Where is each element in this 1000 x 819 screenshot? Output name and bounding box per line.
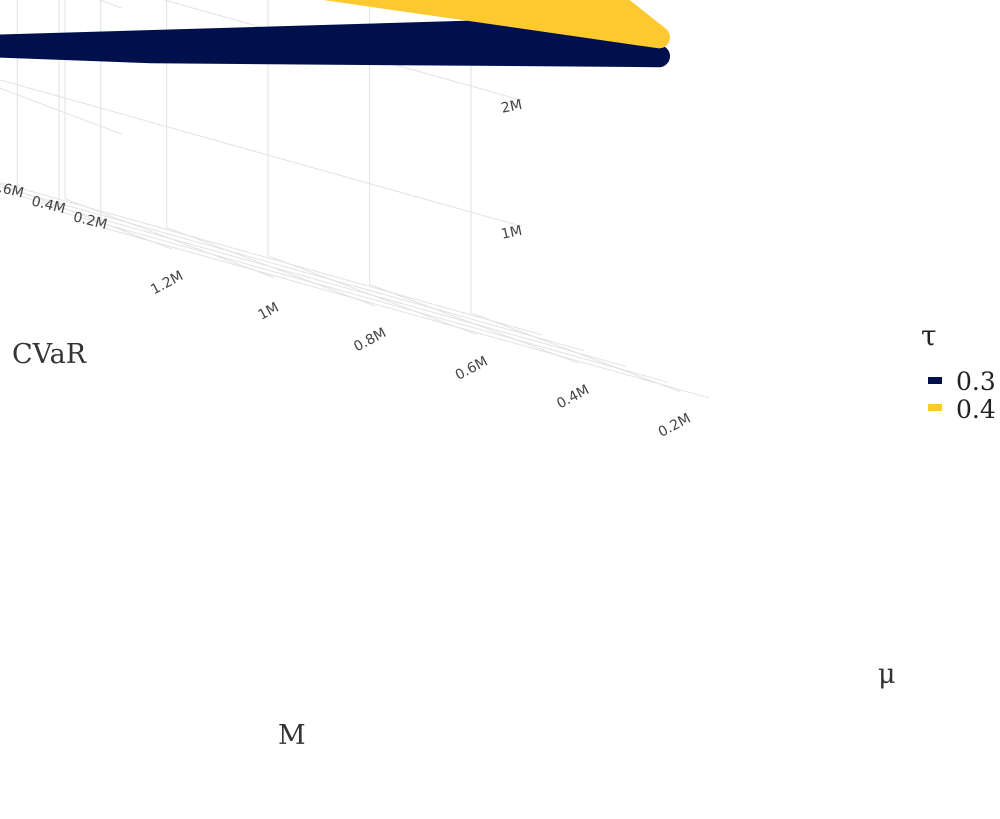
floor-grid-line (58, 210, 669, 383)
floor-grid-line (0, 183, 173, 250)
z-tick-label: 2M (500, 97, 524, 117)
legend-swatch-0-3 (928, 377, 942, 384)
surface-tau-0-4 (323, 0, 670, 49)
wall-grid-line (162, 0, 523, 101)
legend-label-0-4: 0.4 (956, 395, 996, 424)
legend-swatch-0-4 (928, 404, 942, 411)
surface-tau-0-3 (0, 20, 670, 68)
legend-title: τ (921, 319, 937, 352)
side-grid-line (98, 0, 122, 9)
x-axis-title: M (278, 720, 306, 751)
floor-grid-line (100, 226, 710, 399)
x-tick-label: 1M (256, 300, 282, 324)
x-tick-label: 0.8M (351, 325, 389, 355)
side-grid-line (0, 87, 122, 135)
surface-layer (0, 0, 670, 68)
x-tick-label: 0.2M (656, 411, 694, 441)
floor-grid-line (0, 186, 585, 352)
y-tick-label: 0.6M (0, 178, 25, 202)
z-tick-label: 1M (500, 223, 524, 243)
legend: τ 0.3 0.4 (921, 319, 996, 424)
legend-label-0-3: 0.3 (956, 367, 996, 396)
floor-grid-line (0, 182, 543, 336)
y-axis-title: μ (878, 659, 896, 690)
floor-grid-line (17, 195, 627, 368)
z-axis-title: CVaR (12, 339, 87, 370)
wall-grid-line (0, 79, 523, 227)
y-tick-label: 0.4M (30, 194, 67, 218)
x-tick-label: 0.4M (554, 382, 592, 412)
x-tick-label: 1.2M (148, 268, 186, 298)
x-tick-label: 0.6M (453, 354, 491, 384)
